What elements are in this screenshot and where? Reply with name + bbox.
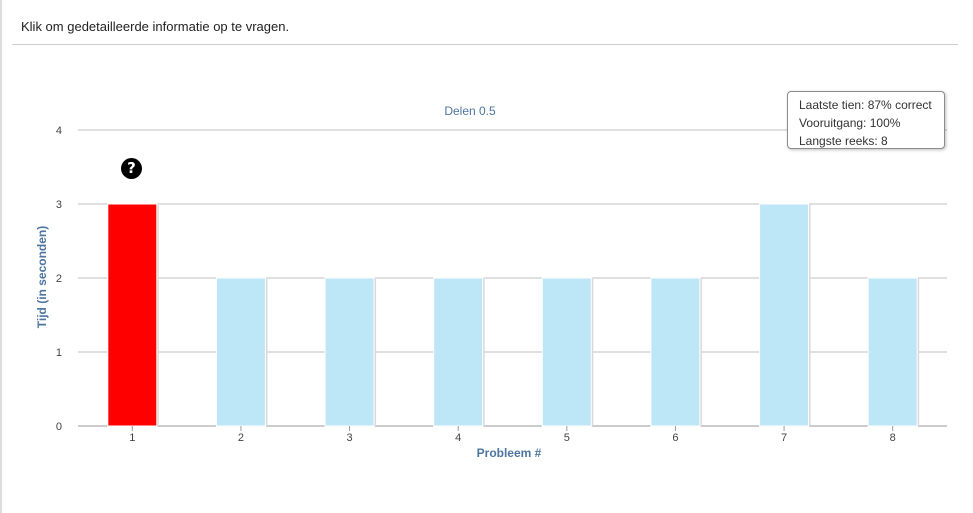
x-axis-title: Probleem #: [477, 446, 542, 460]
x-tick-label: 5: [564, 432, 570, 444]
y-tick-label: 2: [56, 273, 62, 285]
x-tick-label: 4: [455, 432, 461, 444]
bar-3[interactable]: [324, 277, 375, 427]
y-tick-label: 3: [56, 199, 62, 211]
instruction-text: Klik om gedetailleerde informatie op te …: [21, 19, 290, 34]
x-tick-label: 8: [890, 432, 896, 444]
tooltip-line-last-ten: Laatste tien: 87% correct: [799, 98, 932, 112]
tooltip-line-progress: Vooruitgang: 100%: [799, 116, 901, 130]
left-border: [0, 0, 2, 513]
y-tick-label: 1: [56, 347, 62, 359]
tooltip: Laatste tien: 87% correct Vooruitgang: 1…: [787, 91, 945, 149]
bar-7[interactable]: [759, 203, 810, 427]
x-tick-label: 1: [129, 432, 135, 444]
y-tick-label: 4: [56, 125, 62, 137]
grid-lines: [78, 129, 947, 427]
y-axis-title: Tijd (in seconden): [35, 226, 49, 328]
y-tick-label: 0: [56, 421, 62, 433]
bar-4[interactable]: [433, 277, 484, 427]
bar-1[interactable]: [107, 203, 158, 427]
x-tick-label: 7: [781, 432, 787, 444]
axes: 0 1 2 3 4 1 2 3 4 5 6 7 8: [56, 125, 896, 444]
chart-title: Delen 0.5: [444, 104, 496, 118]
question-circle-icon[interactable]: ?: [121, 158, 142, 179]
bar-8[interactable]: [867, 277, 918, 427]
x-tick-label: 3: [347, 432, 353, 444]
bar-5[interactable]: [541, 277, 592, 427]
header-divider: [12, 44, 958, 45]
bars: [107, 203, 920, 427]
x-tick-label: 6: [672, 432, 678, 444]
bar-6[interactable]: [650, 277, 701, 427]
tooltip-line-longest-streak: Langste reeks: 8: [799, 134, 888, 148]
x-tick-label: 2: [238, 432, 244, 444]
bar-2[interactable]: [215, 277, 266, 427]
